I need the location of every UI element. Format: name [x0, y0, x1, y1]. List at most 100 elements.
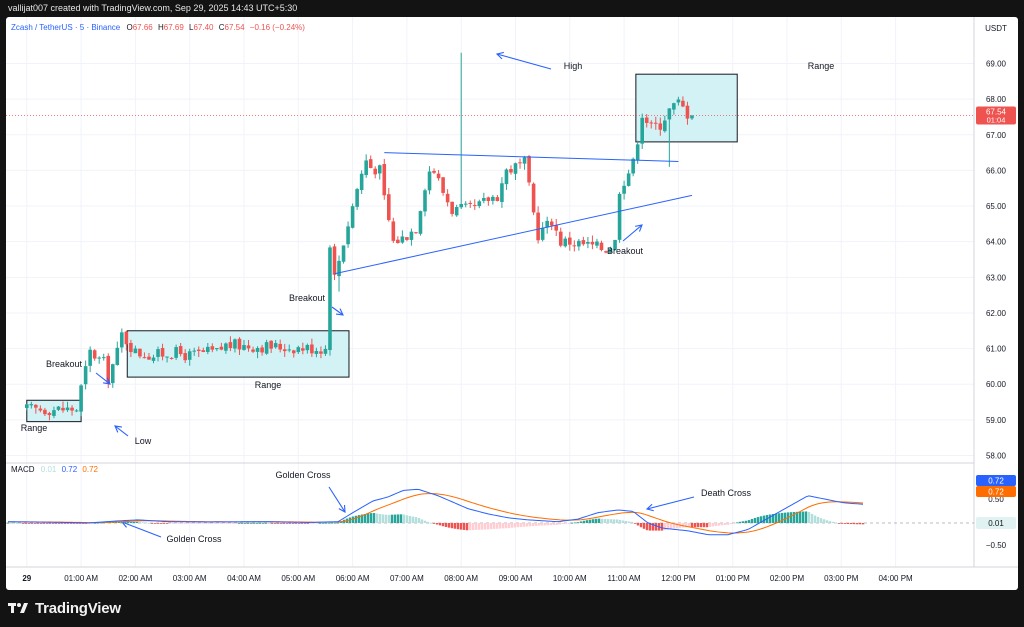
symbol-legend[interactable]: Zcash / TetherUS · 5 · Binance O67.66 H6…: [11, 23, 305, 32]
candle: [509, 165, 513, 175]
candle: [196, 346, 201, 358]
candle: [264, 339, 269, 355]
candle: [156, 346, 160, 362]
candle: [482, 192, 486, 204]
macd-hist-bar: [204, 523, 208, 524]
candle-body: [613, 239, 617, 250]
candle-body: [187, 351, 192, 360]
macd-hist-bar: [147, 522, 151, 524]
candle-body: [165, 356, 169, 358]
candle: [255, 346, 260, 359]
range-label-left: Range: [21, 423, 48, 433]
price-tick-label: 59.00: [986, 416, 1007, 425]
candle: [165, 356, 169, 363]
candle-body: [414, 232, 418, 234]
candle-body: [649, 122, 654, 124]
candle: [278, 339, 282, 353]
candle-body: [174, 347, 178, 358]
candle: [658, 117, 663, 136]
macd-hist-bar: [753, 517, 757, 523]
candle-body: [282, 349, 287, 352]
macd-hist-bar: [531, 523, 535, 527]
macd-hist-bar: [630, 521, 634, 523]
candle-body: [500, 183, 504, 202]
candle-body: [296, 347, 301, 353]
macd-hist-bar: [579, 521, 583, 523]
macd-hist-bar: [282, 523, 286, 524]
macd-hist-bar: [120, 521, 124, 523]
candle-body: [450, 201, 454, 214]
candle: [151, 354, 156, 364]
breakout-arrow-3: [622, 224, 643, 242]
candle-body: [531, 183, 536, 213]
macd-hist-bar: [162, 523, 166, 524]
macd-hist-bar: [81, 523, 85, 524]
macd-hist-bar: [714, 523, 718, 527]
time-axis[interactable]: 29 01:00 AM 02:00 AM 03:00 AM 04:00 AM 05:00 …: [22, 574, 913, 583]
candle-body: [160, 348, 165, 357]
macd-line: [7, 488, 864, 536]
candle-body: [423, 190, 427, 212]
candle-body: [337, 260, 341, 277]
golden-cross-label-2: Golden Cross: [275, 470, 331, 480]
candle: [527, 154, 531, 186]
macd-hist-bar: [741, 521, 745, 523]
price-tick-label: 60.00: [986, 380, 1007, 389]
macd-hist-bar: [33, 523, 37, 524]
candle-body: [690, 115, 694, 119]
macd-hist-bar: [744, 520, 748, 523]
macd-hist-bar: [477, 523, 481, 530]
time-tick-label: 05:00 AM: [281, 574, 315, 583]
time-tick-label: 07:00 AM: [390, 574, 424, 583]
candle-body: [667, 108, 672, 120]
candle-body: [617, 193, 622, 240]
candle: [531, 182, 536, 216]
candle: [581, 236, 586, 246]
candle: [518, 158, 522, 169]
candle-body: [273, 343, 278, 348]
tradingview-brand[interactable]: TradingView: [8, 596, 121, 620]
macd-hist-bar: [618, 519, 622, 523]
macd-hist-bar: [459, 523, 463, 530]
macd-hist-bar: [402, 514, 406, 523]
macd-hist-bar: [777, 513, 781, 523]
macd-hist-bar: [177, 523, 181, 524]
chart-svg[interactable]: High Range Range Range Breakout Breakout Break…: [6, 17, 1018, 590]
candle-body: [445, 193, 450, 203]
macd-hist-bar: [729, 523, 733, 524]
macd-hist-bar: [474, 523, 478, 530]
candle-body: [138, 348, 142, 357]
macd-hist-bar: [117, 522, 121, 523]
macd-hist-bar: [696, 523, 700, 528]
candle-body: [328, 247, 332, 351]
macd-hist-bar: [261, 522, 265, 524]
candle: [70, 405, 74, 416]
candle: [224, 342, 228, 354]
macd-hist-bar: [300, 523, 304, 524]
candle: [65, 401, 70, 412]
candle: [47, 411, 52, 421]
chart-frame[interactable]: High Range Range Range Breakout Breakout Break…: [6, 17, 1018, 590]
time-tick-label: 04:00 AM: [227, 574, 261, 583]
candle-body: [47, 413, 52, 416]
macd-hist-bar: [354, 515, 358, 523]
tradingview-logo-icon: [8, 603, 28, 613]
price-axis[interactable]: USDT 69.00 68.00 67.00 66.00 65.00 64.00 63.00 6…: [976, 24, 1016, 550]
macd-hist-bar: [573, 522, 577, 524]
price-tick-label: 68.00: [986, 95, 1007, 104]
macd-hist-bar: [291, 523, 295, 524]
macd-hist-bar: [522, 523, 526, 527]
candle: [536, 206, 540, 244]
trendline-upper: [384, 152, 679, 162]
time-tick-label: 01:00 PM: [716, 574, 751, 583]
candle: [549, 218, 554, 231]
macd-legend[interactable]: MACD 0.01 0.72 0.72: [11, 465, 99, 474]
candle: [459, 52, 463, 210]
macd-hist-bar: [762, 515, 766, 523]
macd-hist-bar: [624, 521, 628, 523]
range-label-right: Range: [808, 61, 835, 71]
macd-hist-bar: [513, 523, 517, 528]
candle-body: [169, 357, 174, 359]
macd-hist-bar: [795, 511, 799, 523]
macd-hist-bar: [489, 523, 493, 530]
